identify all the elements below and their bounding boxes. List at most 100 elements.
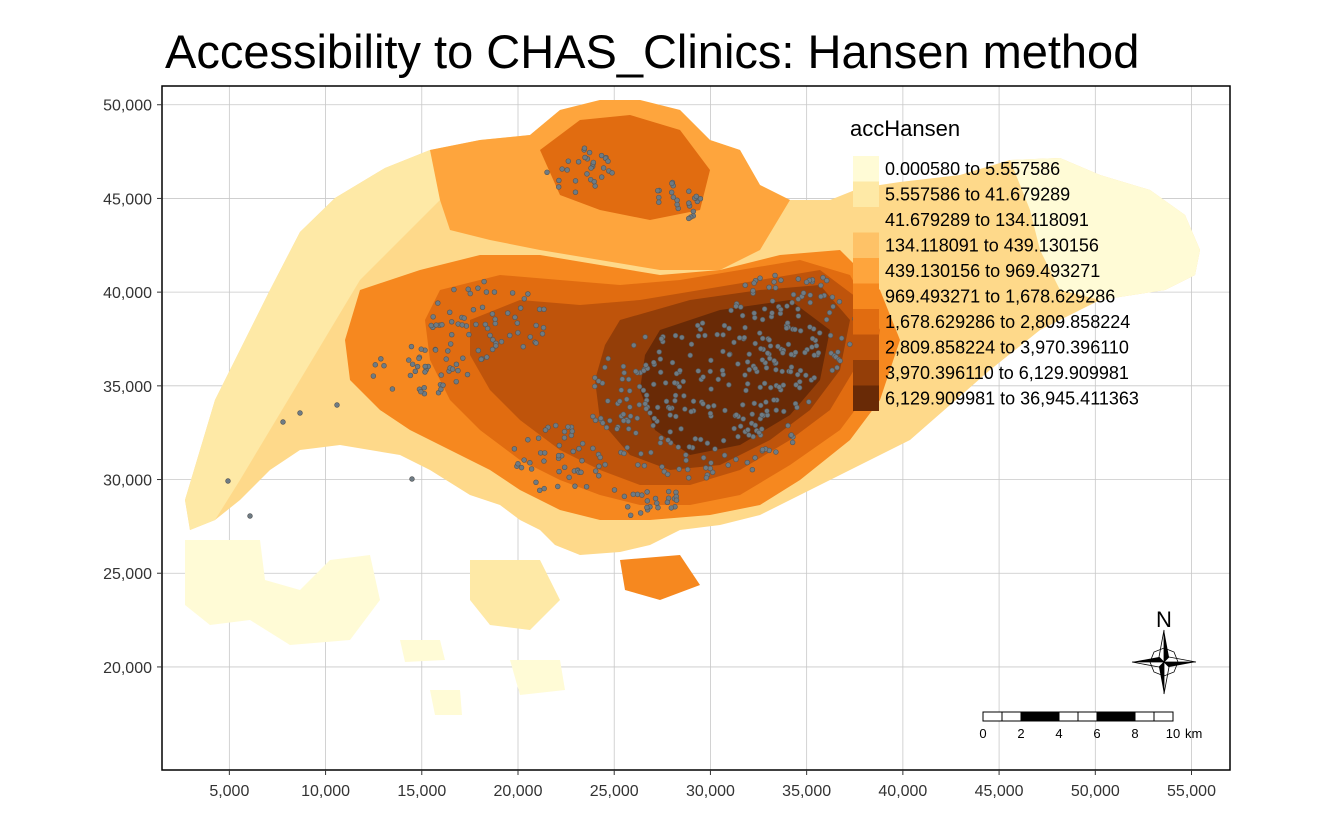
clinic-point [715,376,721,383]
clinic-point [542,450,548,456]
clinic-point [759,335,766,342]
clinic-point [590,159,597,166]
clinic-point [757,275,763,281]
clinic-point [533,340,539,346]
clinic-point [559,166,565,172]
clinic-point [561,464,568,470]
clinic-point [663,398,670,405]
plot-frame [161,85,1231,771]
legend-label: 2,809.858224 to 3,970.396110 [885,338,1129,358]
x-tick-label: 55,000 [1167,783,1216,800]
clinic-point [739,312,746,319]
clinic-point [644,489,650,495]
clinic-point [656,194,662,201]
clinic-point [643,392,650,398]
clinic-point [527,334,533,340]
zone-east-pale [1010,158,1200,300]
y-tick-label: 40,000 [103,285,152,302]
x-tick-label: 25,000 [590,783,639,800]
clinic-point [581,145,588,151]
legend-swatch [853,207,879,233]
clinic-point [731,339,737,346]
clinic-point [752,365,758,372]
clinic-point [759,357,766,363]
clinic-point [654,404,661,411]
clinic-point [553,422,559,429]
clinic-point [702,332,708,339]
clinic-point [624,396,630,402]
clinic-point [459,322,465,328]
clinic-point [656,199,662,205]
clinic-point [605,158,611,164]
clinic-point [757,330,763,336]
clinic-point [781,408,787,415]
clinic-point [633,430,639,436]
clinic-point [445,348,451,354]
x-tick-label: 20,000 [494,783,543,800]
clinic-point [566,474,572,481]
clinic-point [473,321,479,328]
clinic-point [751,310,757,316]
clinic-point [744,359,751,365]
legend-swatch [853,309,879,335]
scale-bar: 0 2 4 6 8 10 km [979,711,1202,741]
clinic-point [826,309,833,316]
clinic-point [700,455,707,461]
clinic-point [719,367,726,374]
scale-label: 10 [1166,726,1180,741]
clinic-point [451,286,457,293]
clinic-point [453,378,459,385]
clinic-point [797,328,804,334]
y-axis: 50,000 45,000 40,000 35,000 30,000 25,000 20,0… [103,98,162,677]
clinic-point [334,402,340,408]
clinic-point [789,439,796,446]
legend-swatch [853,385,879,411]
clinic-point [688,408,694,415]
clinic-point [682,406,688,412]
clinic-point [511,446,518,452]
clinic-point [638,451,644,457]
clinic-point [541,306,547,313]
scale-segment [1153,711,1174,722]
clinic-point [788,432,795,438]
clinic-point [809,344,815,350]
clinic-point [435,300,441,306]
clinic-point [827,332,834,339]
clinic-point [465,286,471,292]
scale-segment [1001,711,1022,722]
clinic-point [418,389,424,395]
clinic-point [714,331,720,338]
clinic-point [836,299,843,305]
clinic-point [428,322,434,329]
clinic-point [699,320,706,326]
clinic-point [418,346,424,352]
clinic-point [642,334,648,340]
clinic-point [700,374,706,380]
clinic-point [635,462,641,468]
clinic-point [721,322,728,329]
clinic-point [449,331,455,338]
clinic-point [711,402,717,409]
clinic-point [625,376,632,383]
clinic-point [668,189,675,196]
clinic-point [690,398,697,404]
clinic-point [572,483,578,489]
clinic-point [466,331,472,338]
clinic-point [533,479,539,486]
clinic-point [537,487,543,494]
clinic-point [484,354,490,360]
clinic-point [793,382,799,388]
clinic-point [540,324,547,331]
clinic-point [651,415,658,422]
x-axis: 5,000 10,000 15,000 20,000 25,000 30,000 35,00… [209,770,1216,800]
clinic-point [728,307,734,314]
clinic-point [576,445,582,452]
clinic-point [771,279,777,285]
clinic-point [620,411,627,417]
clinic-point [555,483,561,490]
clinic-point [769,310,775,316]
clinic-point [697,196,704,202]
clinic-point [764,408,770,414]
clinic-point [693,193,700,200]
clinic-point [835,349,841,355]
